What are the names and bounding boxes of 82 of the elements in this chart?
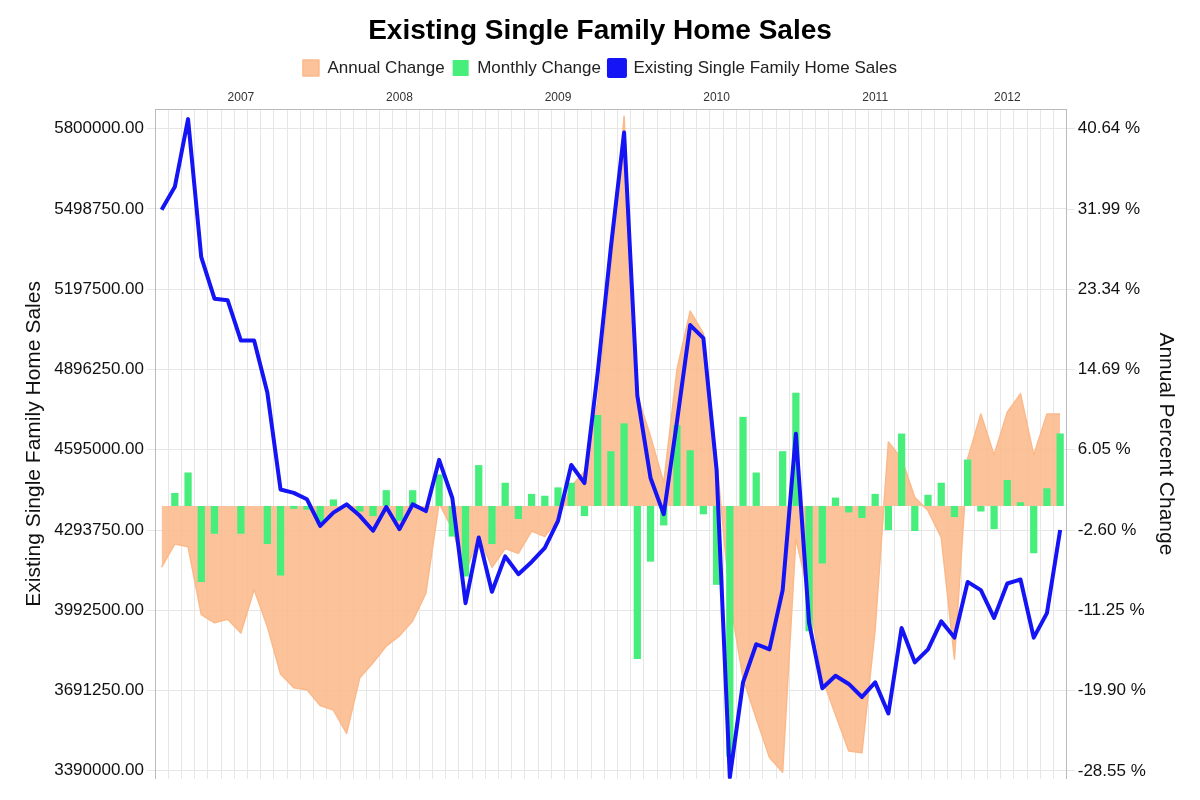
- y2-tick-label: -11.25 %: [1077, 600, 1145, 620]
- bar: [329, 499, 338, 506]
- bar: [567, 482, 575, 506]
- bar: [461, 505, 470, 577]
- legend-label: Monthly Change: [477, 57, 601, 77]
- bar: [950, 505, 959, 518]
- y-axis-title: Existing Single Family Home Sales: [21, 281, 45, 607]
- bar: [964, 459, 972, 506]
- bar: [911, 505, 919, 531]
- bar: [1030, 505, 1038, 554]
- bar: [488, 505, 496, 544]
- y-tick-label: 4896250.00: [54, 359, 145, 379]
- bar: [580, 505, 589, 517]
- bar: [171, 492, 179, 506]
- x-tick-label: 2007: [227, 90, 255, 105]
- bar: [197, 505, 205, 583]
- y-tick-label: 4595000.00: [54, 439, 145, 459]
- bar: [739, 416, 747, 506]
- bar: [1016, 502, 1025, 506]
- bar: [607, 451, 615, 506]
- bar: [501, 482, 509, 506]
- x-tick-label: 2008: [386, 90, 414, 105]
- x-tick-label: 2009: [544, 90, 572, 105]
- bar: [527, 493, 536, 506]
- y2-tick-label: 31.99 %: [1077, 198, 1141, 218]
- bar: [276, 505, 285, 576]
- y-tick-label: 5197500.00: [54, 278, 145, 298]
- bar: [831, 497, 840, 506]
- bar: [395, 505, 404, 521]
- y2-axis-title: Annual Percent Change: [1155, 332, 1179, 556]
- y2-tick-label: 14.69 %: [1077, 359, 1141, 379]
- bar: [369, 505, 377, 517]
- bar: [1003, 479, 1011, 506]
- bar: [977, 505, 985, 512]
- bar: [779, 451, 787, 506]
- bar: [752, 472, 760, 506]
- bar: [382, 490, 390, 506]
- chart-title: Existing Single Family Home Sales: [368, 13, 832, 45]
- bar: [263, 505, 271, 544]
- bar: [633, 505, 641, 660]
- bar: [514, 505, 523, 519]
- bar: [871, 493, 879, 506]
- y-tick-label: 5800000.00: [54, 118, 145, 138]
- y2-tick-label: -19.90 %: [1077, 680, 1146, 700]
- bar: [210, 505, 219, 534]
- bar: [435, 474, 443, 506]
- y2-tick-label: -2.60 %: [1077, 519, 1137, 539]
- bar: [818, 505, 826, 564]
- y-tick-label: 3691250.00: [54, 680, 145, 700]
- y2-tick-label: 23.34 %: [1077, 279, 1141, 299]
- bar: [937, 482, 945, 506]
- bar: [646, 505, 655, 562]
- legend-label: Existing Single Family Home Sales: [633, 57, 898, 77]
- bar: [686, 450, 694, 506]
- y2-tick-label: 40.64 %: [1077, 118, 1141, 138]
- bar: [884, 505, 893, 531]
- x-tick-label: 2012: [993, 90, 1021, 105]
- bar: [858, 505, 866, 519]
- y-tick-label: 3992500.00: [54, 599, 145, 619]
- bar: [699, 505, 708, 515]
- bar: [475, 465, 483, 506]
- y2-tick-label: 6.05 %: [1077, 439, 1131, 459]
- bar: [290, 505, 298, 509]
- bar: [897, 433, 906, 506]
- bar: [594, 414, 602, 506]
- bar: [554, 487, 562, 506]
- y-tick-label: 3390000.00: [54, 760, 145, 780]
- y-tick-label: 5498750.00: [54, 198, 145, 218]
- bar: [237, 505, 245, 534]
- bar: [184, 472, 192, 506]
- x-tick-label: 2011: [862, 90, 889, 105]
- y2-tick-label: -28.55 %: [1077, 760, 1146, 780]
- bar: [541, 495, 549, 506]
- x-tick-label: 2010: [703, 90, 731, 105]
- bar: [356, 505, 364, 512]
- bar: [924, 494, 932, 506]
- bar: [620, 423, 628, 506]
- y-tick-label: 4293750.00: [54, 519, 145, 539]
- bar: [1056, 433, 1064, 506]
- bar: [990, 505, 998, 530]
- bar: [1043, 488, 1051, 506]
- legend-label: Annual Change: [327, 57, 445, 77]
